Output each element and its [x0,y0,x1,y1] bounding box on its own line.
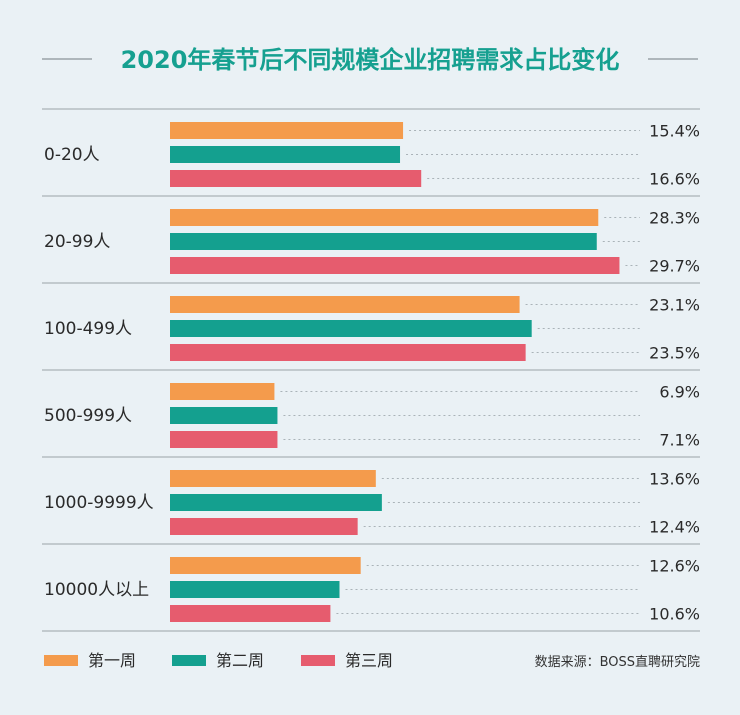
category-group: 10000人以上 12.6% 10.6% [44,557,700,624]
category-group: 500-999人 6.9% 7.1% [44,383,700,450]
category-label: 10000人以上 [44,580,149,600]
legend-label: 第三周 [345,651,393,670]
category-label: 100-499人 [44,319,132,339]
bar-第一周 [170,296,520,313]
bar-第二周 [170,233,597,250]
bar-第二周 [170,581,340,598]
value-label: 10.6% [649,605,700,624]
bar-第一周 [170,209,599,226]
value-label: 16.6% [649,170,700,189]
bar-第三周 [170,257,620,274]
bar-第二周 [170,146,401,163]
source-note: 数据来源：BOSS直聘研究院 [535,655,700,670]
value-label: 12.6% [649,557,700,576]
bar-第二周 [170,320,532,337]
value-label: 13.6% [649,470,700,489]
bar-第一周 [170,383,275,400]
legend-item: 第二周 [172,651,264,670]
chart-title: 2020年春节后不同规模企业招聘需求占比变化 [121,46,620,74]
category-label: 0-20人 [44,145,100,165]
value-label: 15.4% [649,122,700,141]
bar-第一周 [170,557,361,574]
value-label: 7.1% [659,431,700,450]
bar-第一周 [170,122,404,139]
category-group: 20-99人 28.3% 29.7% [44,209,700,276]
category-group: 1000-9999人 13.6% 12.4% [44,470,700,537]
value-label: 29.7% [649,257,700,276]
bar-第三周 [170,431,278,448]
bar-第二周 [170,407,278,424]
legend-label: 第一周 [88,651,136,670]
legend-swatch [172,655,206,666]
value-label: 12.4% [649,518,700,537]
legend-label: 第二周 [216,651,264,670]
category-label: 500-999人 [44,406,132,426]
bar-第二周 [170,494,382,511]
value-label: 28.3% [649,209,700,228]
legend-swatch [301,655,335,666]
category-group: 0-20人 15.4% 16.6% [44,122,700,189]
bar-第三周 [170,344,526,361]
bar-第三周 [170,605,331,622]
category-groups: 0-20人 15.4% 16.6% 20-99人 28.3% 29.7% 100-499人 2… [42,108,700,632]
legend: 第一周 第二周 第三周 [44,651,393,670]
category-label: 20-99人 [44,232,110,252]
value-label: 23.5% [649,344,700,363]
category-label: 1000-9999人 [44,493,154,513]
legend-item: 第一周 [44,651,136,670]
category-group: 100-499人 23.1% 23.5% [44,296,700,363]
legend-swatch [44,655,78,666]
bar-第三周 [170,518,358,535]
value-label: 23.1% [649,296,700,315]
bar-第三周 [170,170,422,187]
legend-item: 第三周 [301,651,393,670]
value-label: 6.9% [659,383,700,402]
bar-第一周 [170,470,376,487]
